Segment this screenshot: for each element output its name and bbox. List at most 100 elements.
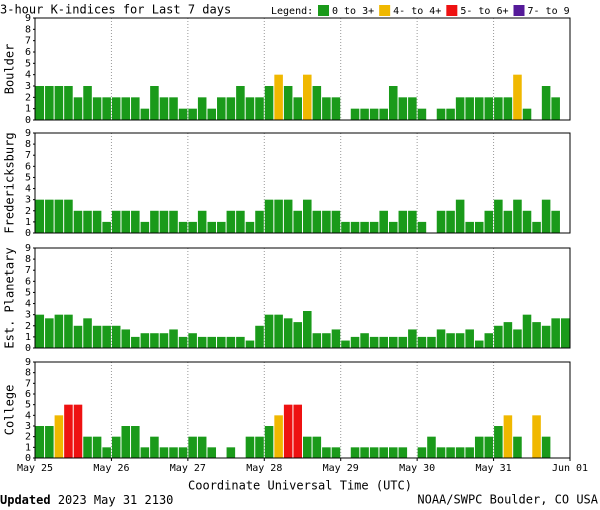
y-axis-title: Est. Planetary bbox=[3, 247, 17, 348]
bar bbox=[331, 97, 341, 120]
bar bbox=[369, 447, 379, 458]
bar bbox=[388, 336, 398, 348]
y-tick-label: 8 bbox=[25, 24, 31, 35]
bar bbox=[54, 199, 64, 233]
bar bbox=[245, 97, 255, 120]
bar bbox=[293, 97, 302, 120]
bar bbox=[541, 199, 551, 233]
bar bbox=[226, 336, 236, 348]
y-tick-label: 1 bbox=[25, 442, 31, 453]
bar bbox=[226, 210, 236, 233]
y-tick-label: 2 bbox=[25, 321, 31, 332]
bar bbox=[169, 447, 178, 458]
updated-label: Updated bbox=[0, 493, 51, 507]
bar bbox=[532, 322, 541, 348]
bar bbox=[255, 325, 264, 348]
legend-label: 5- to 6+ bbox=[460, 6, 508, 17]
bar bbox=[312, 436, 322, 458]
y-tick-label: 6 bbox=[25, 47, 31, 58]
bar bbox=[111, 325, 121, 348]
y-tick-label: 3 bbox=[25, 81, 31, 92]
x-axis-title: Coordinate Universal Time (UTC) bbox=[188, 479, 412, 493]
chart-title: 3-hour K-indices for Last 7 days bbox=[0, 3, 231, 17]
y-tick-label: 0 bbox=[25, 343, 31, 354]
bar bbox=[169, 97, 178, 120]
bar bbox=[303, 74, 312, 120]
bar bbox=[360, 221, 369, 233]
bar bbox=[83, 210, 92, 233]
bar bbox=[532, 415, 541, 458]
bar bbox=[398, 210, 408, 233]
bar bbox=[83, 436, 92, 458]
bar bbox=[236, 210, 245, 233]
bar bbox=[264, 86, 274, 120]
bar bbox=[455, 199, 465, 233]
bar bbox=[427, 436, 436, 458]
y-axis-title: Boulder bbox=[3, 44, 17, 95]
bar bbox=[474, 340, 484, 348]
bar bbox=[207, 108, 217, 120]
bar bbox=[255, 97, 264, 120]
bar bbox=[197, 97, 207, 120]
bar bbox=[303, 436, 312, 458]
bar bbox=[197, 336, 207, 348]
y-tick-label: 7 bbox=[25, 150, 31, 161]
bar bbox=[303, 311, 312, 348]
bar bbox=[197, 210, 207, 233]
bar bbox=[73, 97, 83, 120]
bar bbox=[408, 329, 417, 348]
bar bbox=[560, 318, 570, 348]
bar bbox=[140, 108, 150, 120]
bar bbox=[436, 329, 446, 348]
bar bbox=[513, 329, 522, 348]
bar bbox=[255, 436, 264, 458]
y-tick-label: 5 bbox=[25, 287, 31, 298]
bar bbox=[465, 329, 474, 348]
y-tick-label: 8 bbox=[25, 254, 31, 265]
bar bbox=[274, 415, 283, 458]
bar bbox=[188, 108, 197, 120]
bar bbox=[446, 333, 455, 348]
bar bbox=[131, 426, 140, 458]
x-tick-label: May 26 bbox=[93, 463, 129, 474]
bar bbox=[169, 210, 178, 233]
y-tick-label: 3 bbox=[25, 310, 31, 321]
bar bbox=[92, 210, 102, 233]
bar bbox=[150, 210, 159, 233]
plot-frame bbox=[34, 361, 571, 459]
bar bbox=[45, 318, 54, 348]
bar bbox=[474, 221, 484, 233]
bar bbox=[408, 97, 417, 120]
bar bbox=[494, 97, 503, 120]
bar bbox=[169, 329, 178, 348]
bar bbox=[522, 314, 532, 348]
legend-swatch bbox=[318, 5, 329, 16]
bar bbox=[398, 97, 408, 120]
bar bbox=[236, 86, 245, 120]
y-axis-title: Fredericksburg bbox=[3, 132, 17, 233]
bar bbox=[274, 314, 283, 348]
x-tick-label: May 27 bbox=[170, 463, 206, 474]
bar bbox=[35, 426, 45, 458]
bar bbox=[178, 221, 188, 233]
bar bbox=[121, 329, 131, 348]
bar bbox=[111, 97, 121, 120]
bar bbox=[64, 86, 73, 120]
bar bbox=[455, 333, 465, 348]
bar bbox=[369, 108, 379, 120]
bar bbox=[369, 336, 379, 348]
bar bbox=[551, 210, 560, 233]
y-tick-label: 4 bbox=[25, 70, 31, 81]
bar bbox=[427, 336, 436, 348]
x-tick-label: May 28 bbox=[246, 463, 282, 474]
bar bbox=[64, 199, 73, 233]
bar bbox=[360, 108, 369, 120]
bar bbox=[408, 210, 417, 233]
bar bbox=[417, 336, 427, 348]
bar bbox=[131, 97, 140, 120]
bar bbox=[503, 210, 513, 233]
bar bbox=[236, 336, 245, 348]
y-tick-label: 8 bbox=[25, 368, 31, 379]
bar bbox=[379, 108, 388, 120]
